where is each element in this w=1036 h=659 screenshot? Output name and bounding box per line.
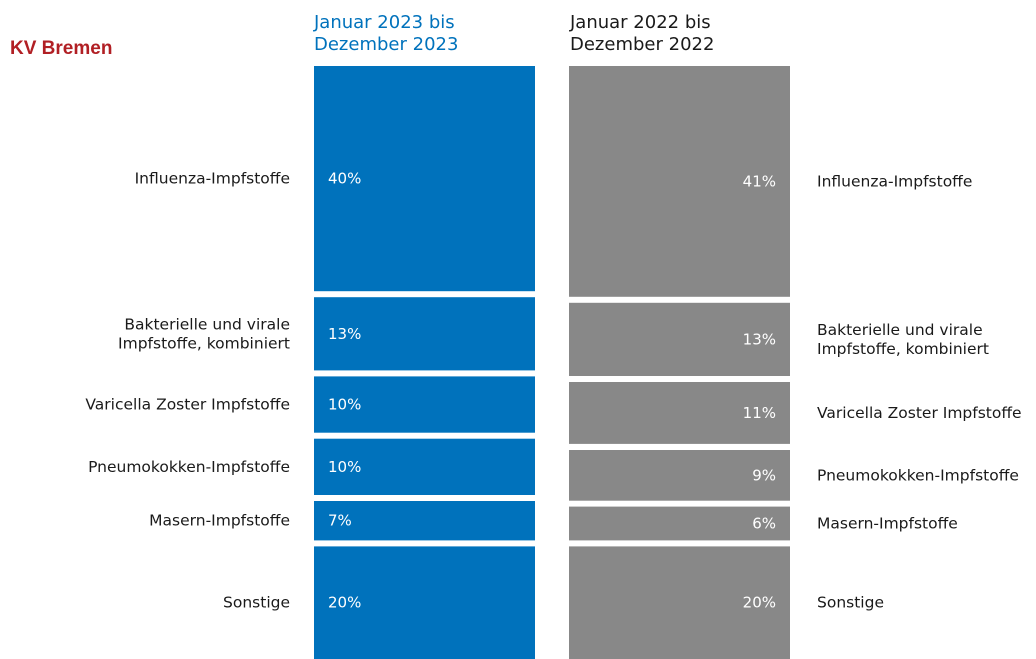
column-title-2023: Januar 2023 bis Dezember 2023 <box>314 12 459 55</box>
bar-2022-sonstige <box>569 546 790 659</box>
bar-2022-masern-impfstoffe <box>569 506 790 541</box>
category-label-2022-bakterielle-und-virale-impfstoffe-kombiniert: Bakterielle und virale Impfstoffe, kombin… <box>817 321 989 358</box>
bar-2023-sonstige <box>314 546 535 659</box>
bar-2023-influenza-impfstoffe <box>314 66 535 292</box>
category-label-2023-influenza-impfstoffe: Influenza-Impfstoffe <box>135 170 290 188</box>
category-label-2022-pneumokokken-impfstoffe: Pneumokokken-Impfstoffe <box>817 466 1019 484</box>
category-label-2023-varicella-zoster-impfstoffe: Varicella Zoster Impfstoffe <box>85 396 290 414</box>
bar-2023-varicella-zoster-impfstoffe <box>314 376 535 433</box>
value-label-2022-bakterielle-und-virale-impfstoffe-kombiniert: 13% <box>743 330 776 348</box>
bar-2022-varicella-zoster-impfstoffe <box>569 382 790 444</box>
value-label-2023-bakterielle-und-virale-impfstoffe-kombiniert: 13% <box>328 325 361 343</box>
value-label-2022-masern-impfstoffe: 6% <box>752 515 776 533</box>
value-label-2022-varicella-zoster-impfstoffe: 11% <box>743 404 776 422</box>
category-label-2023-sonstige: Sonstige <box>223 594 290 612</box>
value-label-2023-pneumokokken-impfstoffe: 10% <box>328 458 361 476</box>
category-label-2023-masern-impfstoffe: Masern-Impfstoffe <box>149 512 290 530</box>
value-label-2023-sonstige: 20% <box>328 594 361 612</box>
value-label-2022-pneumokokken-impfstoffe: 9% <box>752 466 776 484</box>
category-label-2022-varicella-zoster-impfstoffe: Varicella Zoster Impfstoffe <box>817 404 1022 422</box>
bar-2023-masern-impfstoffe <box>314 501 535 541</box>
bar-2022-influenza-impfstoffe <box>569 66 790 297</box>
category-label-2022-masern-impfstoffe: Masern-Impfstoffe <box>817 515 958 533</box>
category-label-2022-sonstige: Sonstige <box>817 594 884 612</box>
bar-2023-pneumokokken-impfstoffe <box>314 438 535 495</box>
value-label-2023-masern-impfstoffe: 7% <box>328 512 352 530</box>
region-label: KV Bremen <box>10 38 113 59</box>
value-label-2022-sonstige: 20% <box>743 594 776 612</box>
category-label-2023-pneumokokken-impfstoffe: Pneumokokken-Impfstoffe <box>88 458 290 476</box>
category-label-2023-bakterielle-und-virale-impfstoffe-kombiniert: Bakterielle und virale Impfstoffe, kombin… <box>118 315 290 352</box>
column-title-2022: Januar 2022 bis Dezember 2022 <box>570 12 715 55</box>
bar-2022-bakterielle-und-virale-impfstoffe-kombiniert <box>569 302 790 376</box>
category-label-2022-influenza-impfstoffe: Influenza-Impfstoffe <box>817 172 972 190</box>
value-label-2023-varicella-zoster-impfstoffe: 10% <box>328 396 361 414</box>
bar-2023-bakterielle-und-virale-impfstoffe-kombiniert <box>314 297 535 371</box>
value-label-2022-influenza-impfstoffe: 41% <box>743 172 776 190</box>
value-label-2023-influenza-impfstoffe: 40% <box>328 170 361 188</box>
bar-2022-pneumokokken-impfstoffe <box>569 450 790 501</box>
